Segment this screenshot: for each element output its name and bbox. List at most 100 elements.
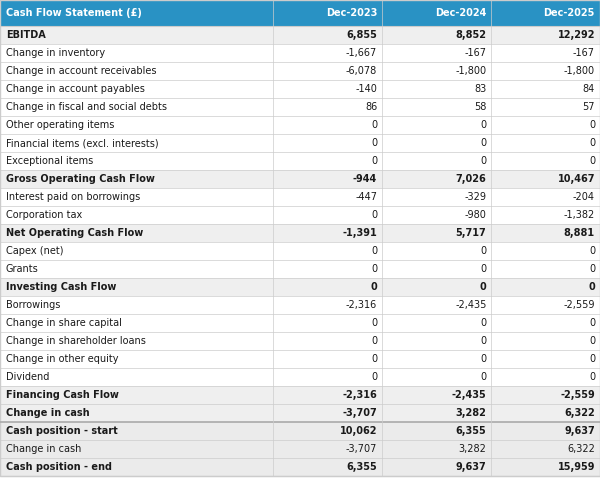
- Text: -944: -944: [353, 174, 377, 184]
- Text: -140: -140: [355, 84, 377, 94]
- Text: -2,559: -2,559: [560, 390, 595, 400]
- Text: Dividend: Dividend: [6, 372, 49, 382]
- Bar: [0, 314, 600, 332]
- Text: 0: 0: [589, 138, 595, 148]
- Text: 83: 83: [474, 84, 487, 94]
- Text: -204: -204: [573, 192, 595, 202]
- Text: -447: -447: [355, 192, 377, 202]
- Text: Dec-2025: Dec-2025: [544, 8, 595, 18]
- Bar: [0, 440, 600, 458]
- Bar: [0, 206, 600, 224]
- Text: Change in account receivables: Change in account receivables: [6, 66, 157, 76]
- Text: Grants: Grants: [6, 264, 39, 274]
- Text: Change in fiscal and social debts: Change in fiscal and social debts: [6, 102, 167, 112]
- Text: 12,292: 12,292: [557, 30, 595, 40]
- Bar: [0, 242, 600, 260]
- Text: Capex (net): Capex (net): [6, 246, 64, 256]
- Bar: [0, 80, 600, 98]
- Text: 8,852: 8,852: [455, 30, 487, 40]
- Text: Interest paid on borrowings: Interest paid on borrowings: [6, 192, 140, 202]
- Text: Net Operating Cash Flow: Net Operating Cash Flow: [6, 228, 143, 238]
- Text: 0: 0: [480, 120, 487, 130]
- Text: 6,855: 6,855: [346, 30, 377, 40]
- Text: 6,322: 6,322: [567, 444, 595, 454]
- Text: 0: 0: [479, 282, 487, 292]
- Text: Change in inventory: Change in inventory: [6, 48, 105, 58]
- Text: 0: 0: [589, 246, 595, 256]
- Text: 9,637: 9,637: [455, 462, 487, 472]
- Text: 0: 0: [589, 336, 595, 346]
- Bar: [0, 0, 600, 26]
- Text: 0: 0: [371, 210, 377, 220]
- Text: 0: 0: [480, 246, 487, 256]
- Text: 5,717: 5,717: [455, 228, 487, 238]
- Text: Cash Flow Statement (£): Cash Flow Statement (£): [6, 8, 142, 18]
- Text: -167: -167: [464, 48, 487, 58]
- Bar: [0, 98, 600, 116]
- Text: 0: 0: [371, 264, 377, 274]
- Text: Exceptional items: Exceptional items: [6, 156, 93, 166]
- Text: 57: 57: [583, 102, 595, 112]
- Text: 0: 0: [589, 318, 595, 328]
- Text: -329: -329: [464, 192, 487, 202]
- Bar: [0, 152, 600, 170]
- Text: -2,559: -2,559: [563, 300, 595, 310]
- Text: 10,062: 10,062: [340, 426, 377, 436]
- Text: 58: 58: [474, 102, 487, 112]
- Bar: [0, 278, 600, 296]
- Bar: [0, 170, 600, 188]
- Text: -3,707: -3,707: [346, 444, 377, 454]
- Text: -2,316: -2,316: [346, 300, 377, 310]
- Text: Borrowings: Borrowings: [6, 300, 61, 310]
- Bar: [0, 224, 600, 242]
- Text: -1,800: -1,800: [455, 66, 487, 76]
- Text: -167: -167: [573, 48, 595, 58]
- Text: 0: 0: [371, 246, 377, 256]
- Text: -2,316: -2,316: [343, 390, 377, 400]
- Text: 15,959: 15,959: [557, 462, 595, 472]
- Text: 9,637: 9,637: [564, 426, 595, 436]
- Bar: [0, 350, 600, 368]
- Text: 0: 0: [480, 354, 487, 364]
- Text: -1,667: -1,667: [346, 48, 377, 58]
- Text: EBITDA: EBITDA: [6, 30, 46, 40]
- Bar: [0, 368, 600, 386]
- Text: 0: 0: [480, 318, 487, 328]
- Bar: [0, 62, 600, 80]
- Text: 8,881: 8,881: [564, 228, 595, 238]
- Text: -2,435: -2,435: [455, 300, 487, 310]
- Bar: [0, 296, 600, 314]
- Text: Financial items (excl. interests): Financial items (excl. interests): [6, 138, 158, 148]
- Bar: [0, 26, 600, 44]
- Bar: [0, 404, 600, 422]
- Text: -980: -980: [464, 210, 487, 220]
- Text: 0: 0: [480, 156, 487, 166]
- Text: 0: 0: [589, 372, 595, 382]
- Text: Dec-2023: Dec-2023: [326, 8, 377, 18]
- Bar: [0, 188, 600, 206]
- Bar: [0, 260, 600, 278]
- Text: 0: 0: [589, 120, 595, 130]
- Bar: [0, 134, 600, 152]
- Text: Change in cash: Change in cash: [6, 444, 82, 454]
- Text: Cash position - end: Cash position - end: [6, 462, 112, 472]
- Text: 0: 0: [371, 318, 377, 328]
- Text: Other operating items: Other operating items: [6, 120, 115, 130]
- Text: -1,800: -1,800: [564, 66, 595, 76]
- Text: Change in other equity: Change in other equity: [6, 354, 119, 364]
- Text: 0: 0: [588, 282, 595, 292]
- Bar: [0, 332, 600, 350]
- Text: 7,026: 7,026: [455, 174, 487, 184]
- Bar: [0, 116, 600, 134]
- Text: 3,282: 3,282: [455, 408, 487, 418]
- Bar: [0, 458, 600, 476]
- Text: Change in shareholder loans: Change in shareholder loans: [6, 336, 146, 346]
- Text: 0: 0: [371, 138, 377, 148]
- Text: 0: 0: [480, 264, 487, 274]
- Text: 86: 86: [365, 102, 377, 112]
- Text: Corporation tax: Corporation tax: [6, 210, 82, 220]
- Text: 0: 0: [371, 156, 377, 166]
- Text: -2,435: -2,435: [452, 390, 487, 400]
- Text: 0: 0: [589, 156, 595, 166]
- Bar: [0, 422, 600, 440]
